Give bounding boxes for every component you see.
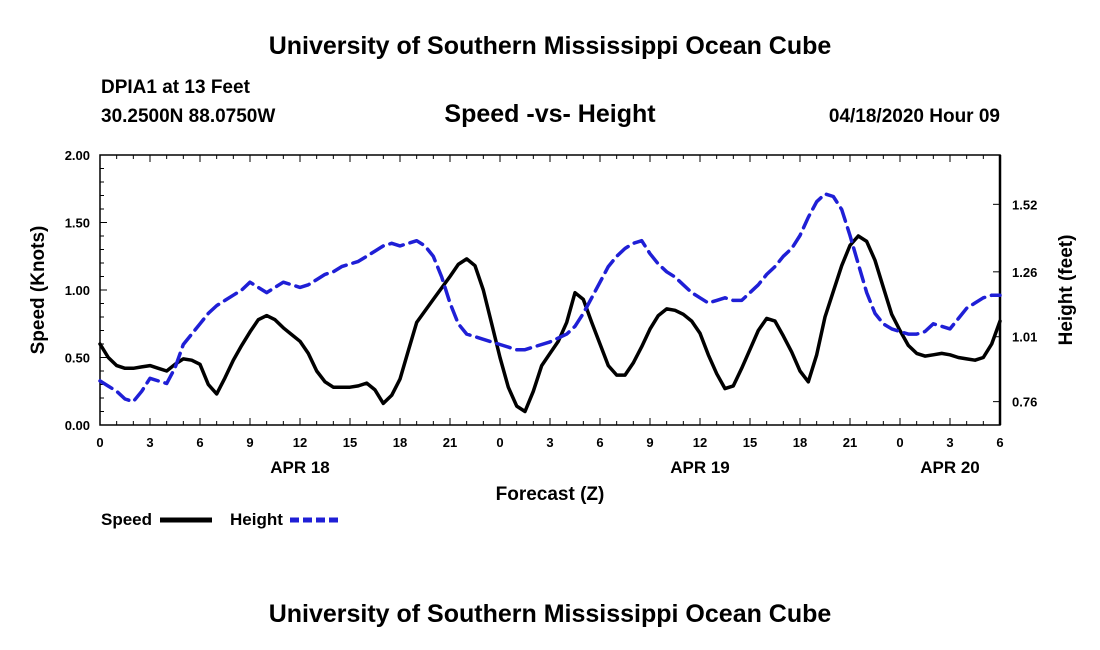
date-label: APR 20 — [920, 458, 980, 477]
legend-label-height: Height — [230, 510, 283, 529]
x-tick-label: 0 — [896, 435, 903, 450]
date-label: APR 18 — [270, 458, 330, 477]
x-tick-label: 6 — [596, 435, 603, 450]
chart-legend: Speed Height — [101, 510, 342, 529]
speed-height-chart: 0 3 6 9 12 15 18 21 0 3 6 9 12 15 18 21 0 3 6 APR 18 APR 19 A… — [28, 148, 1077, 529]
y-axis-label-left: Speed (Knots) — [28, 226, 49, 355]
chart-page-title: University of Southern Mississippi Ocean… — [268, 32, 832, 60]
y-tick-label-left: 2.00 — [65, 148, 90, 163]
y-tick-label-left: 0.00 — [65, 418, 90, 433]
footer-title: University of Southern Mississippi Ocean… — [268, 600, 832, 628]
y-tick-label-right: 1.52 — [1012, 197, 1037, 212]
chart-axes: 0 3 6 9 12 15 18 21 0 3 6 9 12 15 18 21 0 3 6 APR 18 APR 19 A… — [65, 148, 1038, 477]
x-tick-label: 0 — [496, 435, 503, 450]
x-tick-label: 12 — [293, 435, 307, 450]
station-label: DPIA1 at 13 Feet — [101, 77, 250, 98]
x-tick-label: 6 — [996, 435, 1003, 450]
series-line-speed — [98, 234, 1002, 414]
x-tick-label: 3 — [146, 435, 153, 450]
y-tick-label-right: 1.01 — [1012, 330, 1037, 345]
x-tick-label: 21 — [443, 435, 457, 450]
x-tick-label: 3 — [546, 435, 553, 450]
y-axis-label-right: Height (feet) — [1056, 235, 1077, 346]
x-tick-label: 6 — [196, 435, 203, 450]
x-tick-label: 3 — [946, 435, 953, 450]
x-tick-label: 15 — [343, 435, 357, 450]
y-tick-label-left: 1.00 — [65, 283, 90, 298]
chart-title: Speed -vs- Height — [444, 100, 656, 128]
x-tick-label: 18 — [793, 435, 807, 450]
legend-label-speed: Speed — [101, 510, 152, 529]
x-tick-label: 0 — [96, 435, 103, 450]
date-label: APR 19 — [670, 458, 730, 477]
x-tick-label: 21 — [843, 435, 857, 450]
station-coordinates: 30.2500N 88.0750W — [101, 106, 276, 127]
chart-series — [98, 192, 1002, 414]
x-tick-label: 9 — [246, 435, 253, 450]
y-tick-label-right: 0.76 — [1012, 395, 1037, 410]
y-tick-label-right: 1.26 — [1012, 265, 1037, 280]
y-tick-label-left: 1.50 — [65, 216, 90, 231]
x-tick-label: 12 — [693, 435, 707, 450]
y-tick-label-left: 0.50 — [65, 351, 90, 366]
forecast-timestamp: 04/18/2020 Hour 09 — [828, 106, 1000, 127]
x-tick-label: 15 — [743, 435, 757, 450]
x-tick-label: 18 — [393, 435, 407, 450]
x-axis-label: Forecast (Z) — [496, 484, 605, 505]
x-tick-label: 9 — [646, 435, 653, 450]
series-line-height — [98, 192, 1002, 404]
